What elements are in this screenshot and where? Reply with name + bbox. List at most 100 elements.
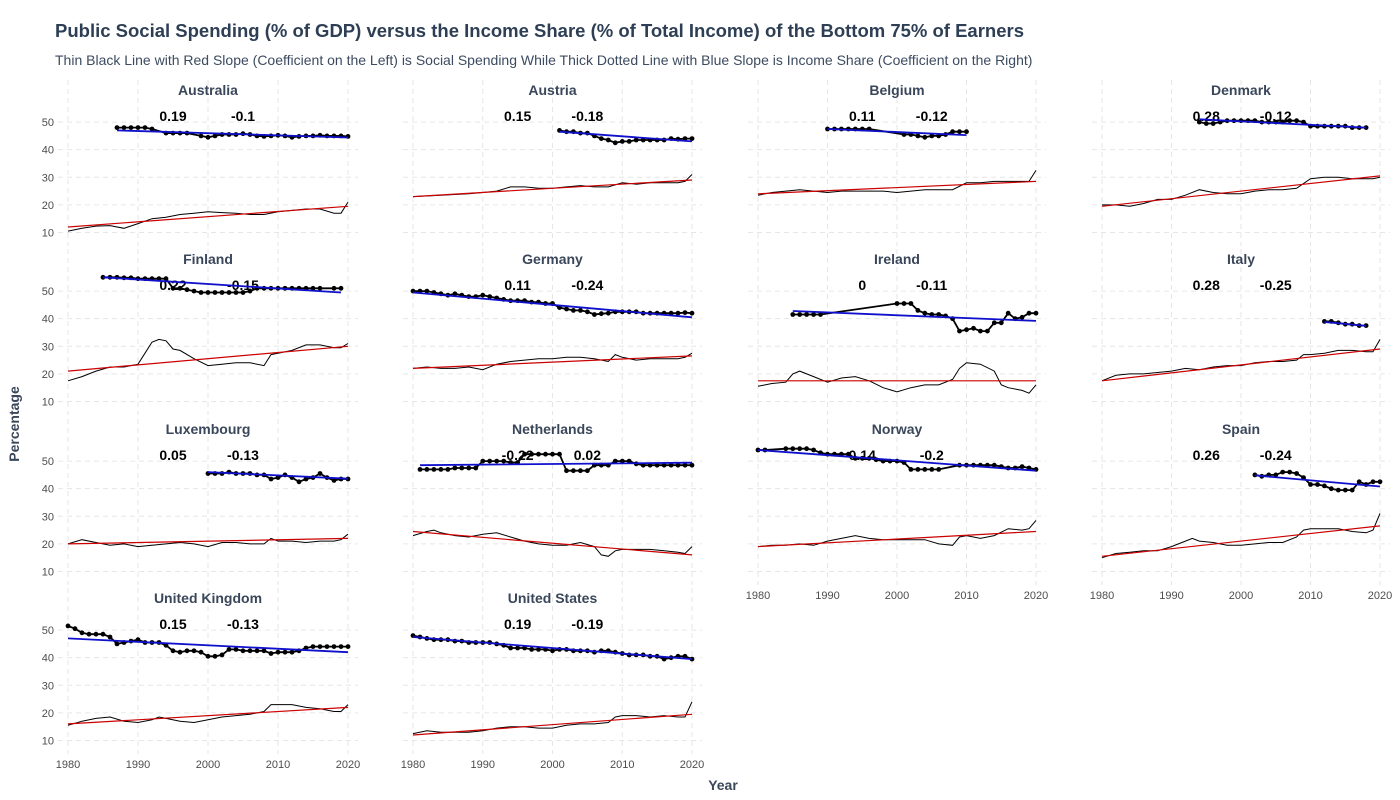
spending-fit-line	[757, 530, 1037, 548]
income-point	[1315, 482, 1320, 487]
x-tick-label: 2020	[1368, 590, 1392, 602]
income-point	[331, 285, 337, 291]
income-point	[317, 644, 323, 649]
income-point	[783, 446, 789, 452]
spending-line	[757, 362, 1037, 394]
facet-label: Belgium	[869, 82, 924, 98]
income-point	[682, 462, 688, 468]
coef-income-label: -0.19	[571, 616, 603, 632]
income-point	[1005, 310, 1011, 316]
x-tick-label: 1990	[126, 759, 150, 771]
income-point	[804, 446, 809, 452]
income-point	[811, 447, 816, 453]
income-point	[1349, 487, 1355, 493]
x-tick-label: 1990	[471, 759, 495, 771]
spending-fit-line	[67, 205, 349, 228]
income-point	[212, 133, 218, 139]
income-point	[317, 471, 323, 476]
y-tick-label: 50	[42, 625, 54, 637]
income-point	[338, 644, 344, 649]
income-point	[1328, 486, 1334, 492]
income-point	[473, 465, 479, 471]
income-point	[282, 649, 288, 655]
income-point	[338, 285, 344, 291]
income-point	[964, 327, 969, 333]
coef-income-label: -0.12	[916, 108, 948, 124]
income-point	[487, 294, 493, 299]
income-point	[1287, 118, 1293, 124]
income-point	[261, 648, 267, 654]
income-point	[936, 312, 942, 317]
income-point	[1322, 483, 1327, 489]
y-tick-label: 50	[42, 286, 54, 298]
income-point	[240, 290, 246, 295]
income-point	[790, 446, 796, 452]
income-fit-line	[1254, 474, 1381, 488]
income-point	[929, 312, 935, 317]
income-point	[135, 125, 141, 130]
facet-label: United States	[508, 590, 598, 606]
income-point	[1301, 119, 1306, 125]
panel-italy: Italy 0.28 -0.25	[1092, 249, 1390, 415]
income-point	[142, 125, 148, 130]
income-point	[480, 292, 486, 298]
panel-austria: Austria 0.15 -0.18	[403, 80, 702, 246]
x-tick-label: 2010	[954, 590, 978, 602]
coef-spending-label: 0.15	[504, 108, 531, 124]
income-point	[177, 649, 183, 655]
x-tick-label: 1990	[1159, 590, 1183, 602]
coef-spending-label: 0.11	[849, 108, 876, 124]
income-point	[929, 467, 935, 472]
y-tick-label: 50	[42, 456, 54, 468]
income-point	[1196, 119, 1202, 125]
income-point	[65, 623, 71, 629]
income-point	[494, 458, 500, 464]
income-point	[191, 648, 197, 654]
income-point	[205, 134, 211, 140]
facet-label: Australia	[178, 82, 238, 98]
income-point	[289, 649, 295, 655]
income-point	[682, 136, 688, 142]
income-fit-line	[102, 276, 342, 294]
x-tick-label: 2000	[196, 759, 220, 771]
spending-fit-line	[1101, 175, 1381, 207]
income-line	[420, 453, 692, 472]
income-point	[345, 644, 351, 649]
income-point	[797, 312, 803, 317]
income-point	[107, 634, 113, 640]
income-point	[191, 288, 197, 294]
income-point	[936, 467, 942, 472]
coef-income-label: -0.1	[231, 108, 255, 124]
panel-united-kingdom: United Kingdom 0.15 -0.13 10 20 30 40 50 1980 199…	[42, 588, 360, 771]
income-point	[922, 310, 928, 316]
income-point	[310, 644, 316, 649]
x-tick-label: 1980	[56, 759, 80, 771]
income-point	[571, 468, 576, 474]
income-point	[846, 451, 851, 457]
coef-income-label: -0.18	[571, 108, 603, 124]
income-point	[254, 648, 260, 654]
x-tick-label: 2020	[336, 759, 360, 771]
income-point	[578, 308, 583, 313]
income-point	[818, 312, 823, 317]
income-point	[219, 652, 225, 658]
income-point	[619, 458, 625, 464]
facet-label: Luxembourg	[166, 421, 251, 437]
spending-fit-line	[1101, 525, 1381, 557]
income-point	[1287, 469, 1293, 475]
income-fit-line	[419, 461, 693, 467]
coef-spending-label: -0.22	[502, 447, 534, 463]
facet-label: Germany	[522, 251, 583, 267]
income-point	[908, 467, 914, 472]
y-axis-title: Percentage	[6, 386, 22, 462]
income-point	[233, 290, 239, 295]
income-point	[431, 467, 437, 472]
income-point	[633, 137, 639, 143]
income-point	[275, 475, 281, 480]
x-axis-title: Year	[708, 777, 738, 793]
panel-australia: Australia 0.19 -0.1 10 20 30 40 50	[42, 80, 358, 246]
y-tick-label: 20	[42, 369, 54, 381]
facet-label: Spain	[1222, 421, 1260, 437]
